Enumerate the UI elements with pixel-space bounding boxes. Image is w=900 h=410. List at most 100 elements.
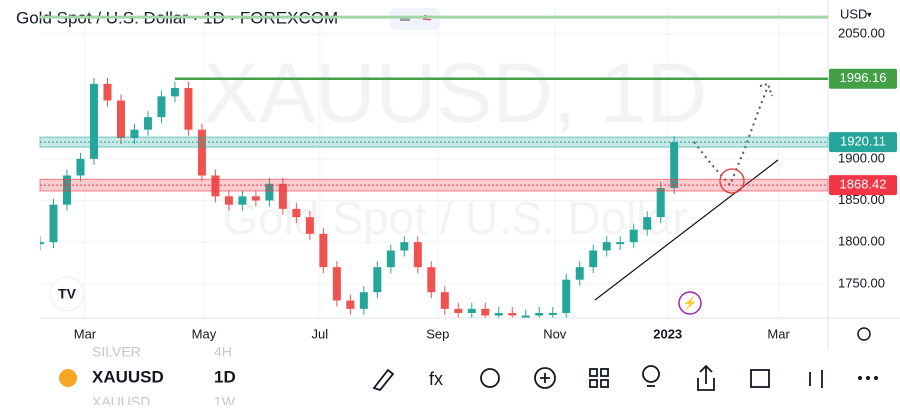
alerts-tool[interactable]	[480, 368, 500, 388]
candle	[629, 229, 638, 243]
price-label-box	[829, 175, 897, 196]
highlight-circle	[719, 168, 745, 194]
price-label-box	[829, 68, 897, 89]
x-tick-label: Nov	[543, 326, 567, 341]
candle	[116, 100, 125, 138]
plot-area	[40, 8, 828, 318]
candle	[170, 88, 179, 97]
candle	[157, 96, 166, 118]
candle	[238, 196, 247, 205]
symbol-prev[interactable]: SILVER	[92, 344, 141, 360]
candle	[184, 88, 193, 130]
flash-icon[interactable]: ⚡	[678, 291, 702, 315]
y-tick-label: 2050.00	[838, 25, 885, 40]
candle	[454, 308, 463, 313]
ideas-tool[interactable]	[642, 365, 660, 383]
icon	[589, 379, 598, 388]
svg-text:⚡: ⚡	[683, 296, 698, 310]
y-tick-label: 1800.00	[838, 234, 885, 249]
candle	[332, 267, 341, 301]
y-tick-label: 1750.00	[838, 275, 885, 290]
candle	[143, 117, 152, 130]
candle	[602, 242, 611, 251]
x-tick-label: Sep	[426, 326, 449, 341]
candle	[211, 175, 220, 197]
replay-tool[interactable]	[750, 369, 770, 388]
candle	[224, 196, 233, 205]
candle	[481, 308, 490, 316]
watermark-name: Gold Spot / U.S. Dollar	[222, 192, 687, 244]
candle	[89, 83, 98, 159]
candle	[265, 183, 274, 201]
candle	[413, 242, 422, 268]
indicator-badge[interactable]	[390, 8, 440, 30]
candle	[76, 158, 85, 176]
y-tick-label: 1850.00	[838, 192, 885, 207]
candle	[575, 267, 584, 280]
candle	[400, 242, 409, 251]
icon	[540, 373, 550, 383]
trend-line	[594, 159, 779, 301]
tv-logo: TV	[49, 276, 85, 312]
symbol-next[interactable]: XAUUSD	[92, 394, 150, 410]
candle	[373, 267, 382, 293]
candle	[130, 129, 139, 138]
icon	[400, 18, 410, 21]
icon	[600, 368, 609, 377]
candle	[562, 279, 571, 313]
x-tick-label: Mar	[767, 326, 790, 341]
candle	[494, 313, 503, 316]
y-tick-label: 1900.00	[838, 150, 885, 165]
interval-next[interactable]: 1W	[214, 394, 236, 410]
price-label-box	[829, 132, 897, 153]
currency[interactable]: USD	[840, 6, 867, 21]
candle	[535, 313, 544, 316]
candle	[521, 315, 530, 318]
icon: ≈	[423, 10, 432, 27]
candle	[440, 292, 449, 309]
candle	[548, 313, 557, 315]
candle	[292, 208, 301, 218]
symbol-icon	[59, 369, 77, 387]
candle	[670, 142, 679, 188]
candle	[643, 217, 652, 230]
share-tool[interactable]	[697, 364, 715, 391]
icon: ▾	[867, 9, 872, 19]
candle	[656, 188, 665, 218]
interval-prev[interactable]: 4H	[214, 344, 232, 360]
candle	[508, 313, 517, 316]
candle	[103, 83, 112, 101]
candle	[346, 300, 355, 309]
price-label: 1996.16	[840, 70, 887, 85]
candle	[319, 233, 328, 268]
price-label: 1920.11	[840, 134, 886, 149]
more-menu[interactable]	[858, 376, 862, 380]
symbol[interactable]: XAUUSD	[92, 367, 164, 386]
chart-type-tool[interactable]	[809, 370, 823, 388]
candle	[40, 242, 44, 245]
candle	[197, 129, 206, 176]
icon	[874, 376, 878, 380]
x-tick-label: May	[192, 326, 217, 341]
projection	[693, 85, 769, 187]
candle	[589, 250, 598, 268]
candle	[305, 217, 314, 234]
price-label: 1868.42	[840, 177, 887, 192]
candle	[467, 308, 476, 313]
candle	[386, 250, 395, 268]
add-tool[interactable]	[534, 367, 556, 389]
draw-tool[interactable]	[372, 368, 395, 392]
candle	[427, 267, 436, 293]
x-tick-label: 2023	[653, 326, 682, 341]
settings-icon[interactable]	[857, 327, 871, 341]
icon	[866, 376, 870, 380]
indicators-tool[interactable]: fx	[429, 369, 443, 389]
interval[interactable]: 1D	[214, 367, 236, 386]
x-tick-label: Jul	[312, 326, 329, 341]
layouts-tool[interactable]	[589, 368, 598, 377]
candle	[359, 292, 368, 309]
projection	[759, 82, 773, 97]
candle	[616, 242, 625, 245]
